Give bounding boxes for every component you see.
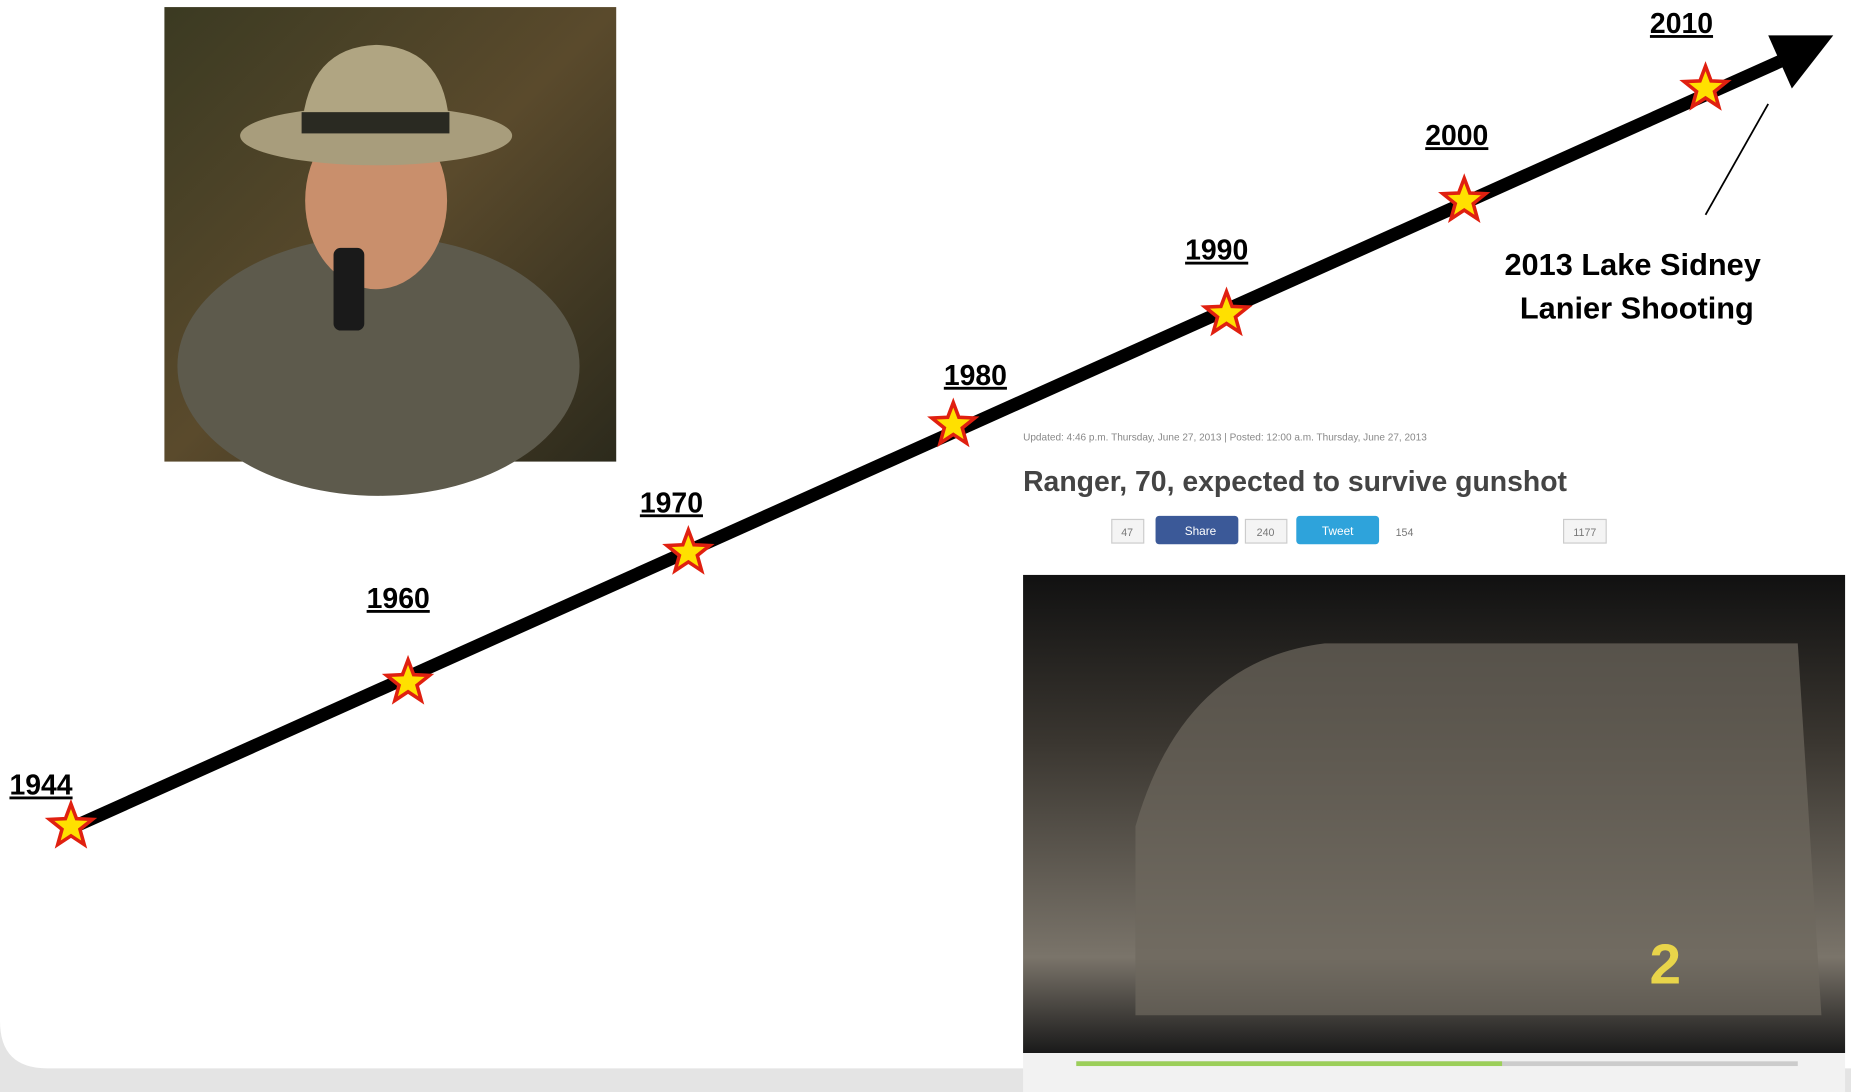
tweet-label[interactable]: Tweet [1322,524,1354,538]
share-total: 240 [1257,527,1275,539]
year-label: 1990 [1185,235,1248,267]
ranger-photo [164,7,616,496]
tweet-count: 154 [1396,527,1414,539]
page: {"timeline": {"nodes": [{"label": "1944"… [0,0,1851,1092]
share-count: 47 [1121,527,1133,539]
year-label: 2010 [1650,8,1713,40]
annotation-text: Lanier Shooting [1520,291,1754,326]
slide: 1944 1960 1970 1980 1990 2000 2010 2013 Lake S… [0,0,1851,1092]
article-headline: Ranger, 70, expected to survive gunshot [1023,466,1567,498]
annotation-text: 2013 Lake Sidney [1504,247,1760,282]
video-controls[interactable] [1023,1053,1845,1092]
year-label: 1960 [367,583,430,615]
article-updated: Updated: 4:46 p.m. Thursday, June 27, 20… [1023,432,1427,443]
share-label[interactable]: Share [1185,524,1217,538]
video-logo: 2 [1650,933,1682,996]
year-label: 1970 [640,487,703,519]
year-label: 1980 [944,360,1007,392]
comment-count: 1177 [1573,527,1596,539]
year-label: 2000 [1425,120,1488,152]
year-label: 1944 [9,770,72,802]
